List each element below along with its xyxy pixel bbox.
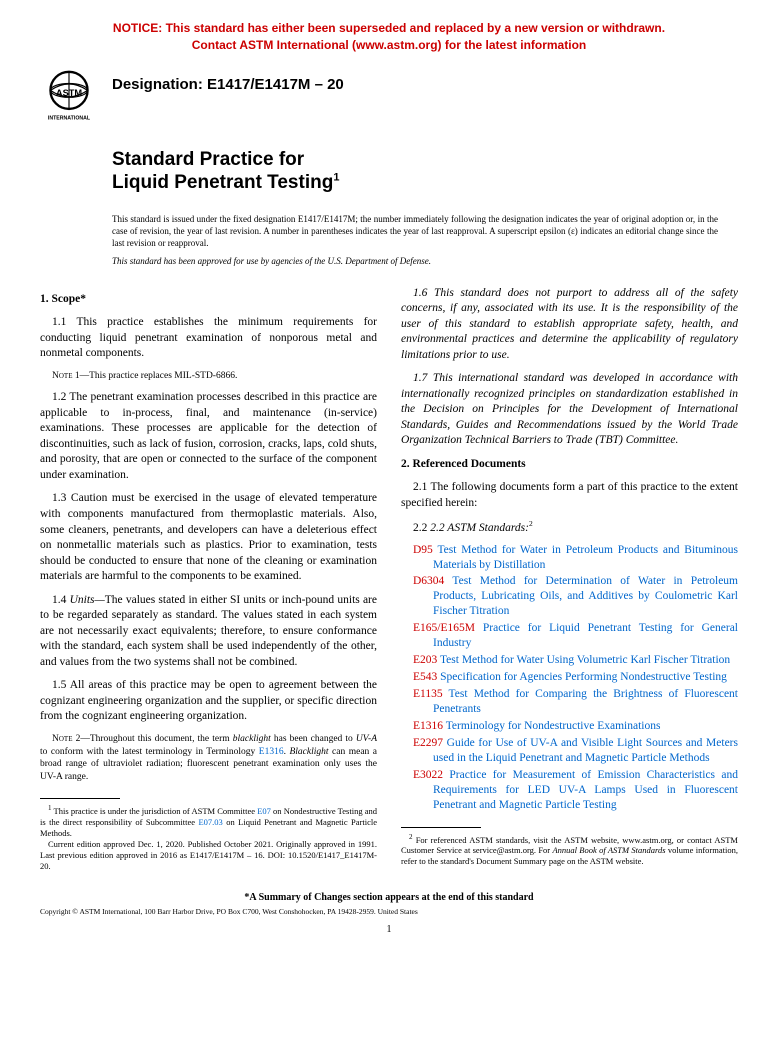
title-line2: Liquid Penetrant Testing — [112, 172, 333, 193]
note-1: Note 1—This practice replaces MIL-STD-68… — [40, 370, 377, 383]
svg-text:INTERNATIONAL: INTERNATIONAL — [48, 115, 91, 121]
right-column: 1.6 This standard does not purport to ad… — [401, 286, 738, 873]
footnote-rule-left — [40, 798, 120, 799]
para-1-2: 1.2 The penetrant examination processes … — [40, 390, 377, 483]
para-1-1: 1.1 This practice establishes the minimu… — [40, 315, 377, 362]
reference-item[interactable]: E203 Test Method for Water Using Volumet… — [401, 653, 738, 668]
reference-item[interactable]: D95 Test Method for Water in Petroleum P… — [401, 543, 738, 573]
document-title: Standard Practice for Liquid Penetrant T… — [112, 148, 738, 196]
references-list: D95 Test Method for Water in Petroleum P… — [401, 543, 738, 813]
content-columns: 1. Scope* 1.1 This practice establishes … — [40, 286, 738, 873]
reference-item[interactable]: E543 Specification for Agencies Performi… — [401, 670, 738, 685]
reference-item[interactable]: E3022 Practice for Measurement of Emissi… — [401, 768, 738, 813]
title-line1: Standard Practice for — [112, 149, 304, 170]
reference-item[interactable]: E165/E165M Practice for Liquid Penetrant… — [401, 621, 738, 651]
svg-text:ASTM: ASTM — [56, 88, 83, 98]
refdocs-heading: 2. Referenced Documents — [401, 457, 738, 473]
notice-line2: Contact ASTM International (www.astm.org… — [192, 38, 586, 52]
footnote-2: 2 For referenced ASTM standards, visit t… — [401, 833, 738, 868]
document-page: NOTICE: This standard has either been su… — [0, 0, 778, 965]
left-column: 1. Scope* 1.1 This practice establishes … — [40, 286, 377, 873]
notice-banner: NOTICE: This standard has either been su… — [40, 20, 738, 54]
title-block: Standard Practice for Liquid Penetrant T… — [112, 148, 738, 196]
para-1-4: 1.4 Units—The values stated in either SI… — [40, 593, 377, 671]
footnote-1a: 1 This practice is under the jurisdictio… — [40, 804, 377, 839]
copyright-line: Copyright © ASTM International, 100 Barr… — [40, 907, 738, 916]
para-1-5: 1.5 All areas of this practice may be op… — [40, 678, 377, 725]
reference-item[interactable]: E1316 Terminology for Nondestructive Exa… — [401, 719, 738, 734]
scope-heading: 1. Scope* — [40, 292, 377, 308]
para-2-2: 2.2 2.2 ASTM Standards:2 — [401, 519, 738, 536]
issuance-note: This standard is issued under the fixed … — [112, 213, 738, 249]
page-number: 1 — [40, 924, 738, 935]
header-row: ASTM INTERNATIONAL Designation: E1417/E1… — [40, 66, 738, 124]
notice-line1: NOTICE: This standard has either been su… — [113, 21, 665, 35]
summary-note: *A Summary of Changes section appears at… — [40, 892, 738, 903]
title-sup: 1 — [333, 172, 339, 184]
astm-logo: ASTM INTERNATIONAL — [40, 66, 98, 124]
reference-item[interactable]: D6304 Test Method for Determination of W… — [401, 574, 738, 619]
reference-item[interactable]: E1135 Test Method for Comparing the Brig… — [401, 687, 738, 717]
designation-text: Designation: E1417/E1417M – 20 — [112, 76, 344, 93]
para-1-6: 1.6 This standard does not purport to ad… — [401, 286, 738, 364]
para-1-3: 1.3 Caution must be exercised in the usa… — [40, 491, 377, 584]
reference-item[interactable]: E2297 Guide for Use of UV-A and Visible … — [401, 736, 738, 766]
footnote-1b: Current edition approved Dec. 1, 2020. P… — [40, 839, 377, 872]
dod-approval: This standard has been approved for use … — [112, 256, 738, 266]
para-2-1: 2.1 The following documents form a part … — [401, 480, 738, 511]
footnote-rule-right — [401, 827, 481, 828]
para-1-7: 1.7 This international standard was deve… — [401, 371, 738, 449]
note-2: Note 2—Throughout this document, the ter… — [40, 733, 377, 784]
